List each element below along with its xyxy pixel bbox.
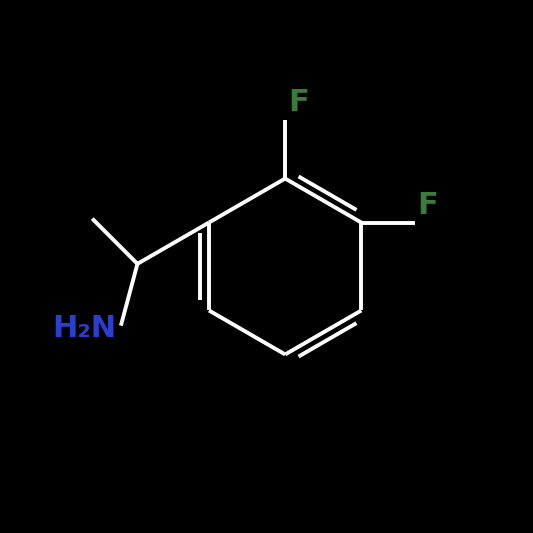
Text: H₂N: H₂N: [53, 314, 117, 343]
Text: F: F: [288, 88, 309, 117]
Text: F: F: [417, 191, 438, 220]
